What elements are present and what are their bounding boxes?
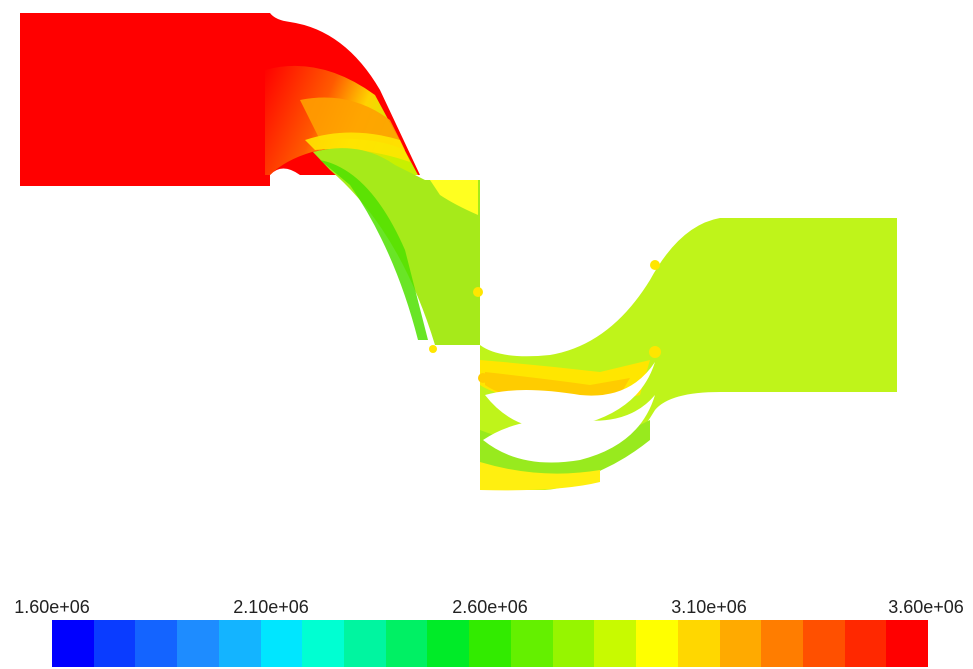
- colorbar-swatch: [677, 620, 720, 667]
- colorbar-tick-label: 1.60e+06: [14, 597, 90, 617]
- colorbar-swatch: [93, 620, 136, 667]
- le-dot-1: [429, 345, 437, 353]
- le-dot-5: [478, 373, 488, 383]
- colorbar-swatch: [427, 620, 470, 667]
- rotor-blade-2: [483, 395, 655, 463]
- colorbar-swatch: [177, 620, 219, 667]
- colorbar-swatch: [719, 620, 762, 667]
- colorbar-swatch: [844, 620, 887, 667]
- colorbar-tick-label: 3.60e+06: [888, 597, 964, 617]
- colorbar-swatch: [52, 620, 94, 667]
- colorbar-swatch: [761, 620, 803, 667]
- colorbar-swatch: [802, 620, 845, 667]
- colorbar-swatch: [385, 620, 428, 667]
- colorbar-tick-label: 3.10e+06: [671, 597, 747, 617]
- stator-green-streak: [320, 160, 428, 340]
- le-dot-3: [650, 260, 660, 270]
- colorbar-swatch: [260, 620, 303, 667]
- colorbar-legend: [52, 620, 929, 667]
- colorbar-swatch: [344, 620, 386, 667]
- colorbar-swatch: [135, 620, 178, 667]
- le-dot-2: [473, 287, 483, 297]
- colorbar-swatch: [469, 620, 511, 667]
- colorbar-swatch: [594, 620, 637, 667]
- rotor-blade-1: [485, 362, 655, 429]
- colorbar-swatch: [636, 620, 678, 667]
- colorbar-swatch: [552, 620, 595, 667]
- colorbar-tick-label: 2.60e+06: [452, 597, 528, 617]
- colorbar-swatch: [302, 620, 345, 667]
- rotor-lower-yellow: [480, 462, 600, 491]
- stator-yellow-patch: [430, 180, 478, 215]
- colorbar-swatch: [886, 620, 929, 667]
- colorbar-swatch: [218, 620, 261, 667]
- transition-yellow: [305, 132, 410, 162]
- colorbar-tick-label: 2.10e+06: [233, 597, 309, 617]
- le-dot-4: [649, 346, 661, 358]
- colorbar-swatch: [510, 620, 553, 667]
